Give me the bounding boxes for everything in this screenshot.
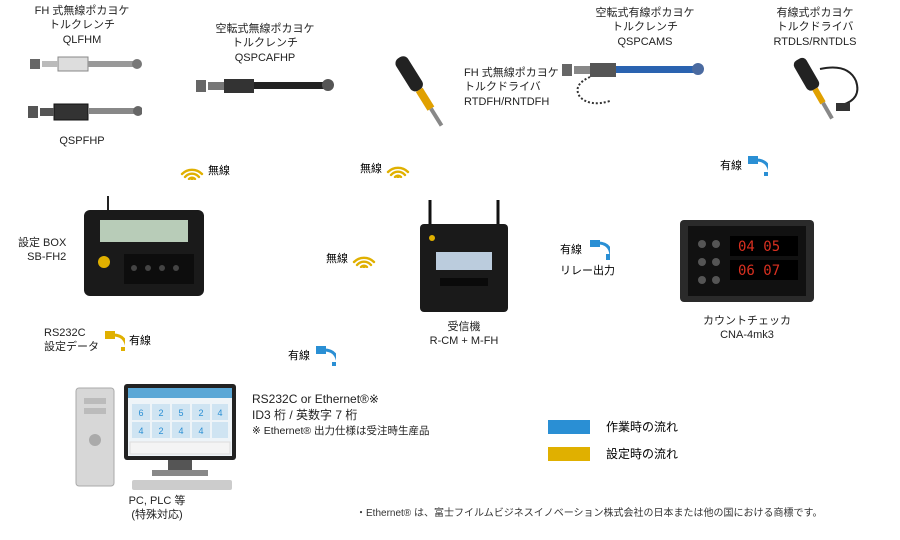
wireless-text: 無線 xyxy=(326,250,348,266)
product-qspcafhp-label: 空転式無線ポカヨケトルクレンチQSPCAFHP xyxy=(216,22,315,65)
product-rtdfh: FH 式無線ポカヨケトルクドライバRTDFH/RNTDFH xyxy=(380,48,559,138)
product-rtdls: 有線式ポカヨケトルクドライバRTDLS/RNTDLS xyxy=(750,6,880,129)
legend-work: 作業時の流れ xyxy=(548,418,678,435)
conn-wired-top: 有線 xyxy=(720,154,768,176)
svg-text:2: 2 xyxy=(158,408,163,418)
conn-wireless-sbfh2: 無線 xyxy=(326,248,376,268)
svg-text:4: 4 xyxy=(178,426,183,436)
product-qspcams: 空転式有線ポカヨケトルクレンチQSPCAMS xyxy=(560,6,730,111)
wifi-icon xyxy=(352,248,376,268)
product-qlfhm: FH 式無線ポカヨケトルクレンチQLFHM xyxy=(22,4,142,87)
wifi-icon xyxy=(180,160,204,180)
rs232c-setting-text: RS232C 設定データ xyxy=(44,326,99,355)
counter-icon: 04 05 06 07 xyxy=(672,214,822,314)
wireless-text: 無線 xyxy=(208,162,230,178)
settings-box-icon xyxy=(74,196,214,304)
legend: 作業時の流れ 設定時の流れ xyxy=(548,418,678,462)
svg-text:4: 4 xyxy=(217,408,222,418)
product-qspcams-label: 空転式有線ポカヨケトルクレンチQSPCAMS xyxy=(596,6,695,49)
device-pc: 6 2 5 2 4 4 2 4 4 PC, PLC 等(特殊対応) xyxy=(72,376,242,523)
conn-wireless-mid: 無線 xyxy=(360,158,410,178)
rs232c-eth-text: RS232C or Ethernet®※ ID3 桁 / 英数字 7 桁 xyxy=(252,392,379,423)
legend-work-label: 作業時の流れ xyxy=(606,418,678,435)
product-qlfhm-label: FH 式無線ポカヨケトルクレンチQLFHM xyxy=(35,4,130,47)
eth-note-text: ※ Ethernet® 出力仕様は受注時生産品 xyxy=(252,425,430,439)
device-rcm-label: 受信機R-CM + M-FH xyxy=(430,320,499,349)
conn-rs232c-setting: RS232C 設定データ 有線 xyxy=(44,326,151,355)
conn-wireless-left: 無線 xyxy=(180,160,230,180)
pc-icon: 6 2 5 2 4 4 2 4 4 xyxy=(72,376,242,494)
wrench-wired-icon xyxy=(560,49,730,111)
legend-work-swatch xyxy=(548,420,590,434)
svg-text:04 05: 04 05 xyxy=(738,239,780,255)
device-pc-label: PC, PLC 等(特殊対応) xyxy=(129,494,186,523)
device-rcm: 受信機R-CM + M-FH xyxy=(406,200,522,349)
wireless-text: 無線 xyxy=(360,160,382,176)
svg-text:2: 2 xyxy=(198,408,203,418)
wired-text: 有線 xyxy=(129,332,151,348)
product-qspfhp: QSPFHP xyxy=(22,96,142,148)
svg-text:06 07: 06 07 xyxy=(738,263,780,279)
device-cna-label: カウントチェッカCNA-4mk3 xyxy=(703,314,791,343)
device-cna: 04 05 06 07 カウントチェッカCNA-4mk3 xyxy=(672,214,822,343)
legend-setting-label: 設定時の流れ xyxy=(606,445,678,462)
conn-rs232c-eth: RS232C or Ethernet®※ ID3 桁 / 英数字 7 桁 ※ E… xyxy=(252,392,430,439)
product-qspcafhp: 空転式無線ポカヨケトルクレンチQSPCAFHP xyxy=(190,22,340,113)
svg-text:6: 6 xyxy=(138,408,143,418)
wrench-icon xyxy=(22,47,142,87)
cable-icon xyxy=(314,344,336,366)
conn-relay: 有線 リレー出力 xyxy=(560,238,615,278)
product-rtdls-label: 有線式ポカヨケトルクドライバRTDLS/RNTDLS xyxy=(774,6,857,49)
cable-icon xyxy=(588,238,610,260)
wrench-icon xyxy=(190,65,340,113)
svg-text:2: 2 xyxy=(158,426,163,436)
receiver-icon xyxy=(406,200,522,320)
cable-icon xyxy=(746,154,768,176)
screwdriver-wired-icon xyxy=(750,49,880,129)
device-sbfh2: 設定 BOXSB-FH2 xyxy=(18,196,214,304)
conn-wired-pc: 有線 xyxy=(288,344,336,366)
product-qspfhp-label: QSPFHP xyxy=(59,134,104,148)
cable-yellow-icon xyxy=(103,329,125,351)
relay-text: リレー出力 xyxy=(560,262,615,278)
legend-setting: 設定時の流れ xyxy=(548,445,678,462)
screwdriver-icon xyxy=(380,48,460,138)
wifi-icon xyxy=(386,158,410,178)
svg-text:4: 4 xyxy=(138,426,143,436)
wired-text: 有線 xyxy=(720,157,742,173)
trademark-note: ・Ethernet® は、富士フイルムビジネスイノベーション株式会社の日本または… xyxy=(356,504,823,519)
wired-text: 有線 xyxy=(288,347,310,363)
wrench-icon xyxy=(22,96,142,134)
svg-text:5: 5 xyxy=(178,408,183,418)
device-sbfh2-label: 設定 BOXSB-FH2 xyxy=(18,236,66,265)
legend-setting-swatch xyxy=(548,447,590,461)
wired-text: 有線 xyxy=(560,241,582,257)
product-rtdfh-label: FH 式無線ポカヨケトルクドライバRTDFH/RNTDFH xyxy=(464,66,559,109)
svg-text:4: 4 xyxy=(198,426,203,436)
